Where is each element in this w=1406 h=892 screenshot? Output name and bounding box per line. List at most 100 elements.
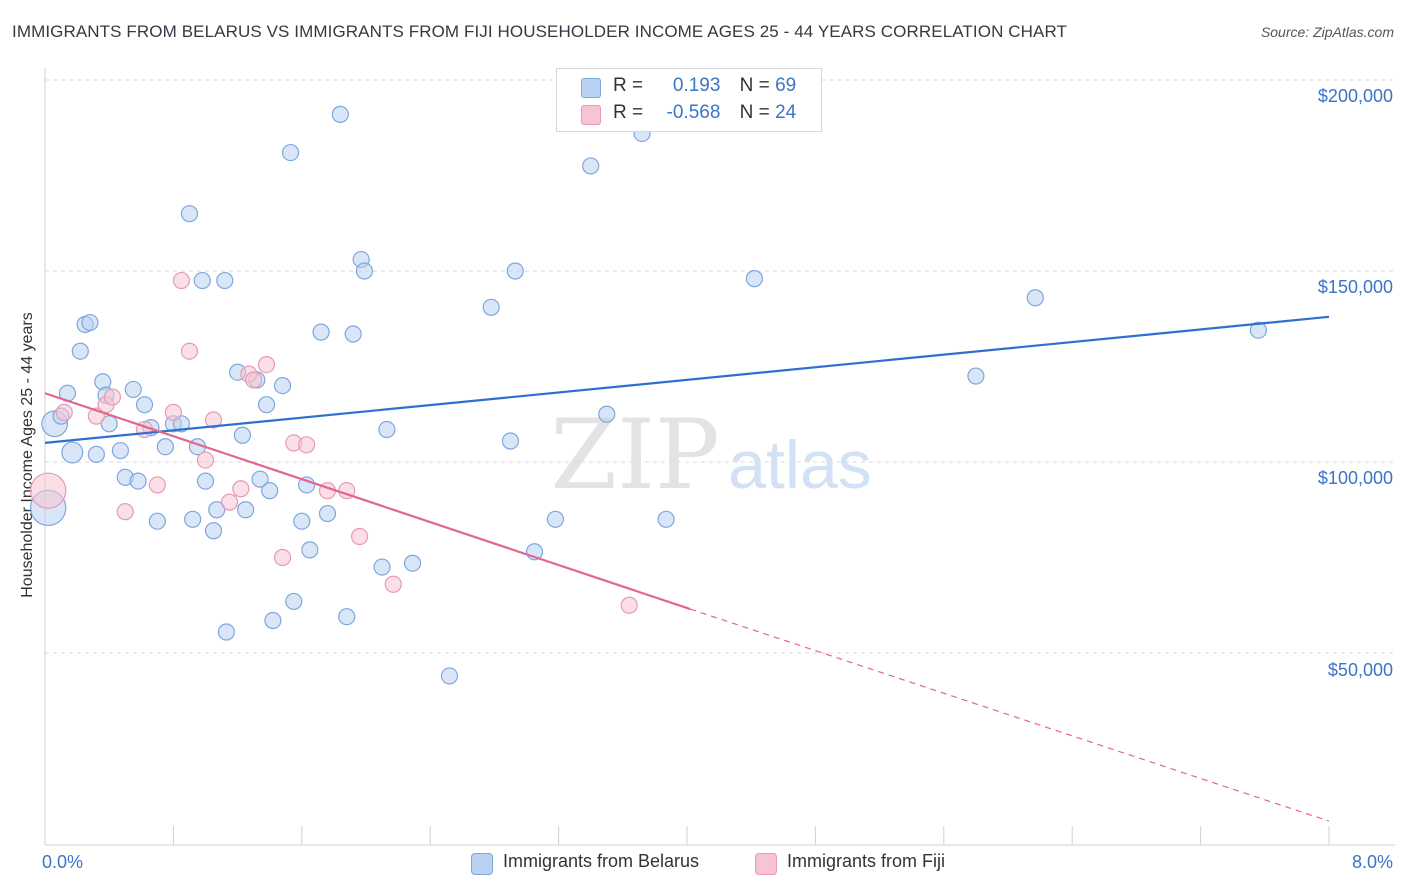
- trend-line-belarus: [44, 315, 1330, 444]
- legend-r-label: R =: [613, 75, 644, 96]
- fiji-point-12: [204, 411, 223, 429]
- trend-lines: [44, 315, 1330, 822]
- fiji-point-14: [232, 480, 250, 498]
- y-tick-label-50k: $50,000: [1327, 660, 1393, 680]
- belarus-point-39: [273, 377, 292, 395]
- fiji-point-13: [220, 493, 239, 511]
- fiji-point-20: [298, 436, 316, 454]
- belarus-point-44: [301, 541, 319, 559]
- belarus-point-52: [373, 558, 391, 576]
- fiji-point-4: [103, 388, 122, 406]
- belarus-point-7: [81, 313, 99, 332]
- belarus-point-35: [251, 470, 269, 488]
- belarus-point-46: [318, 504, 337, 523]
- fiji-point-5: [116, 503, 134, 521]
- belarus-point-14: [124, 380, 142, 399]
- fiji-point-16: [245, 371, 263, 389]
- y-tick-label-100k: $100,000: [1317, 468, 1393, 488]
- legend-r-label: R =: [613, 102, 644, 123]
- fiji-point-10: [180, 342, 199, 360]
- belarus-point-57: [501, 432, 520, 450]
- belarus-point-25: [193, 271, 211, 290]
- x-tick-label-min: 0.0%: [42, 852, 84, 872]
- belarus-point-68: [1249, 321, 1267, 339]
- fiji-point-25: [620, 596, 638, 614]
- belarus-point-65: [745, 270, 764, 288]
- bottom-legend-label-belarus: Immigrants from Belarus: [503, 851, 700, 871]
- belarus-point-29: [216, 271, 234, 290]
- legend-belarus-n: 69: [775, 75, 797, 96]
- watermark-zip: ZIP: [550, 399, 719, 511]
- belarus-point-62: [598, 405, 616, 423]
- legend-fiji-n: 24: [775, 102, 797, 123]
- legend-belarus-r: 0.193: [672, 75, 721, 96]
- belarus-point-61: [582, 157, 600, 175]
- axes: [44, 68, 1395, 846]
- belarus-point-30: [217, 623, 235, 641]
- belarus-point-53: [378, 420, 396, 439]
- y-tick-label-150k: $150,000: [1317, 277, 1393, 297]
- bottom-legend-swatch-belarus: [471, 853, 493, 875]
- legend-swatch-belarus: [581, 78, 601, 98]
- belarus-point-27: [204, 522, 223, 540]
- bottom-legend-label-fiji: Immigrants from Fiji: [787, 851, 946, 871]
- series-fiji-points: [30, 271, 638, 614]
- trend-line-fiji-extrapolated: [690, 608, 1330, 822]
- belarus-point-45: [312, 323, 330, 341]
- fiji-point-1: [55, 403, 73, 421]
- fiji-point-24: [384, 575, 402, 593]
- series-belarus-points: [30, 105, 1267, 685]
- fiji-point-23: [350, 527, 369, 546]
- belarus-point-51: [355, 262, 373, 280]
- belarus-point-22: [180, 205, 199, 223]
- belarus-point-43: [298, 476, 316, 494]
- belarus-point-64: [657, 510, 675, 528]
- belarus-point-38: [264, 611, 282, 630]
- belarus-point-28: [208, 501, 226, 519]
- belarus-point-12: [111, 441, 130, 460]
- fiji-point-0: [30, 472, 67, 509]
- y-tick-label-200k: $200,000: [1317, 86, 1393, 106]
- legend-swatch-fiji: [581, 105, 601, 125]
- belarus-point-56: [482, 298, 500, 316]
- belarus-point-67: [1026, 289, 1044, 307]
- belarus-point-8: [87, 445, 105, 463]
- fiji-point-9: [172, 271, 191, 290]
- belarus-point-37: [261, 482, 279, 500]
- fiji-point-11: [196, 451, 215, 469]
- legend-n-label: N =: [739, 75, 770, 96]
- fiji-point-8: [164, 403, 182, 421]
- belarus-point-54: [403, 554, 422, 572]
- chart-title: IMMIGRANTS FROM BELARUS VS IMMIGRANTS FR…: [12, 22, 1068, 41]
- fiji-point-18: [273, 548, 292, 567]
- fiji-point-17: [257, 355, 276, 374]
- fiji-point-7: [148, 476, 166, 494]
- belarus-point-19: [156, 438, 174, 456]
- belarus-point-18: [148, 512, 166, 530]
- belarus-point-60: [546, 510, 564, 528]
- trend-line-fiji: [44, 392, 691, 611]
- belarus-point-48: [338, 608, 356, 626]
- belarus-point-5: [71, 342, 89, 360]
- belarus-point-55: [440, 667, 459, 685]
- belarus-point-58: [506, 262, 524, 280]
- belarus-point-15: [129, 472, 147, 490]
- belarus-point-36: [257, 396, 276, 414]
- correlation-legend: R = 0.193 N = 69 R = -0.568 N = 24: [556, 68, 822, 132]
- belarus-point-23: [184, 510, 202, 528]
- belarus-point-40: [281, 143, 300, 162]
- belarus-point-42: [293, 512, 311, 530]
- legend-fiji-r: -0.568: [666, 102, 721, 123]
- belarus-point-26: [196, 472, 215, 490]
- watermark: ZIP atlas: [550, 399, 871, 511]
- belarus-point-33: [237, 501, 255, 519]
- x-tick-label-max: 8.0%: [1351, 852, 1393, 872]
- bottom-legend-swatch-fiji: [755, 853, 777, 875]
- belarus-point-32: [233, 426, 252, 444]
- belarus-point-41: [285, 592, 303, 611]
- belarus-point-49: [344, 325, 362, 343]
- belarus-point-66: [967, 367, 985, 385]
- belarus-point-4: [61, 441, 84, 464]
- source-credit: Source: ZipAtlas.com: [1260, 24, 1394, 40]
